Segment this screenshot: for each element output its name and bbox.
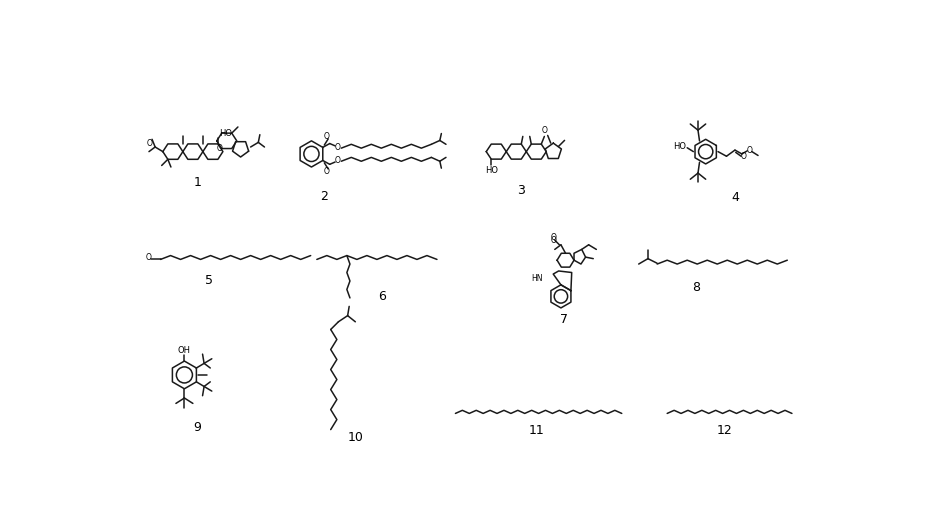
Text: O: O [541, 126, 547, 135]
Text: OH: OH [177, 346, 191, 355]
Text: 1: 1 [194, 176, 201, 189]
Text: 4: 4 [731, 192, 738, 204]
Text: 11: 11 [528, 424, 544, 437]
Text: O: O [324, 167, 329, 176]
Text: 12: 12 [716, 424, 732, 437]
Text: 2: 2 [320, 190, 329, 203]
Text: 3: 3 [516, 184, 524, 197]
Text: HN: HN [531, 274, 543, 283]
Text: O: O [746, 146, 751, 155]
Text: 6: 6 [378, 290, 386, 303]
Text: 9: 9 [194, 421, 201, 434]
Text: O: O [334, 143, 340, 152]
Text: 10: 10 [347, 431, 362, 444]
Text: O: O [549, 236, 556, 245]
Text: O: O [324, 132, 329, 141]
Text: O: O [146, 139, 152, 148]
Text: O: O [145, 253, 151, 262]
Text: HO: HO [672, 142, 685, 151]
Text: HO: HO [219, 129, 232, 138]
Text: 7: 7 [560, 313, 567, 326]
Text: O: O [334, 156, 340, 165]
Text: 8: 8 [692, 281, 700, 294]
Text: 5: 5 [205, 275, 212, 287]
Text: O: O [549, 232, 556, 242]
Text: HO: HO [484, 166, 497, 175]
Text: O: O [740, 152, 746, 161]
Text: O: O [217, 144, 223, 153]
